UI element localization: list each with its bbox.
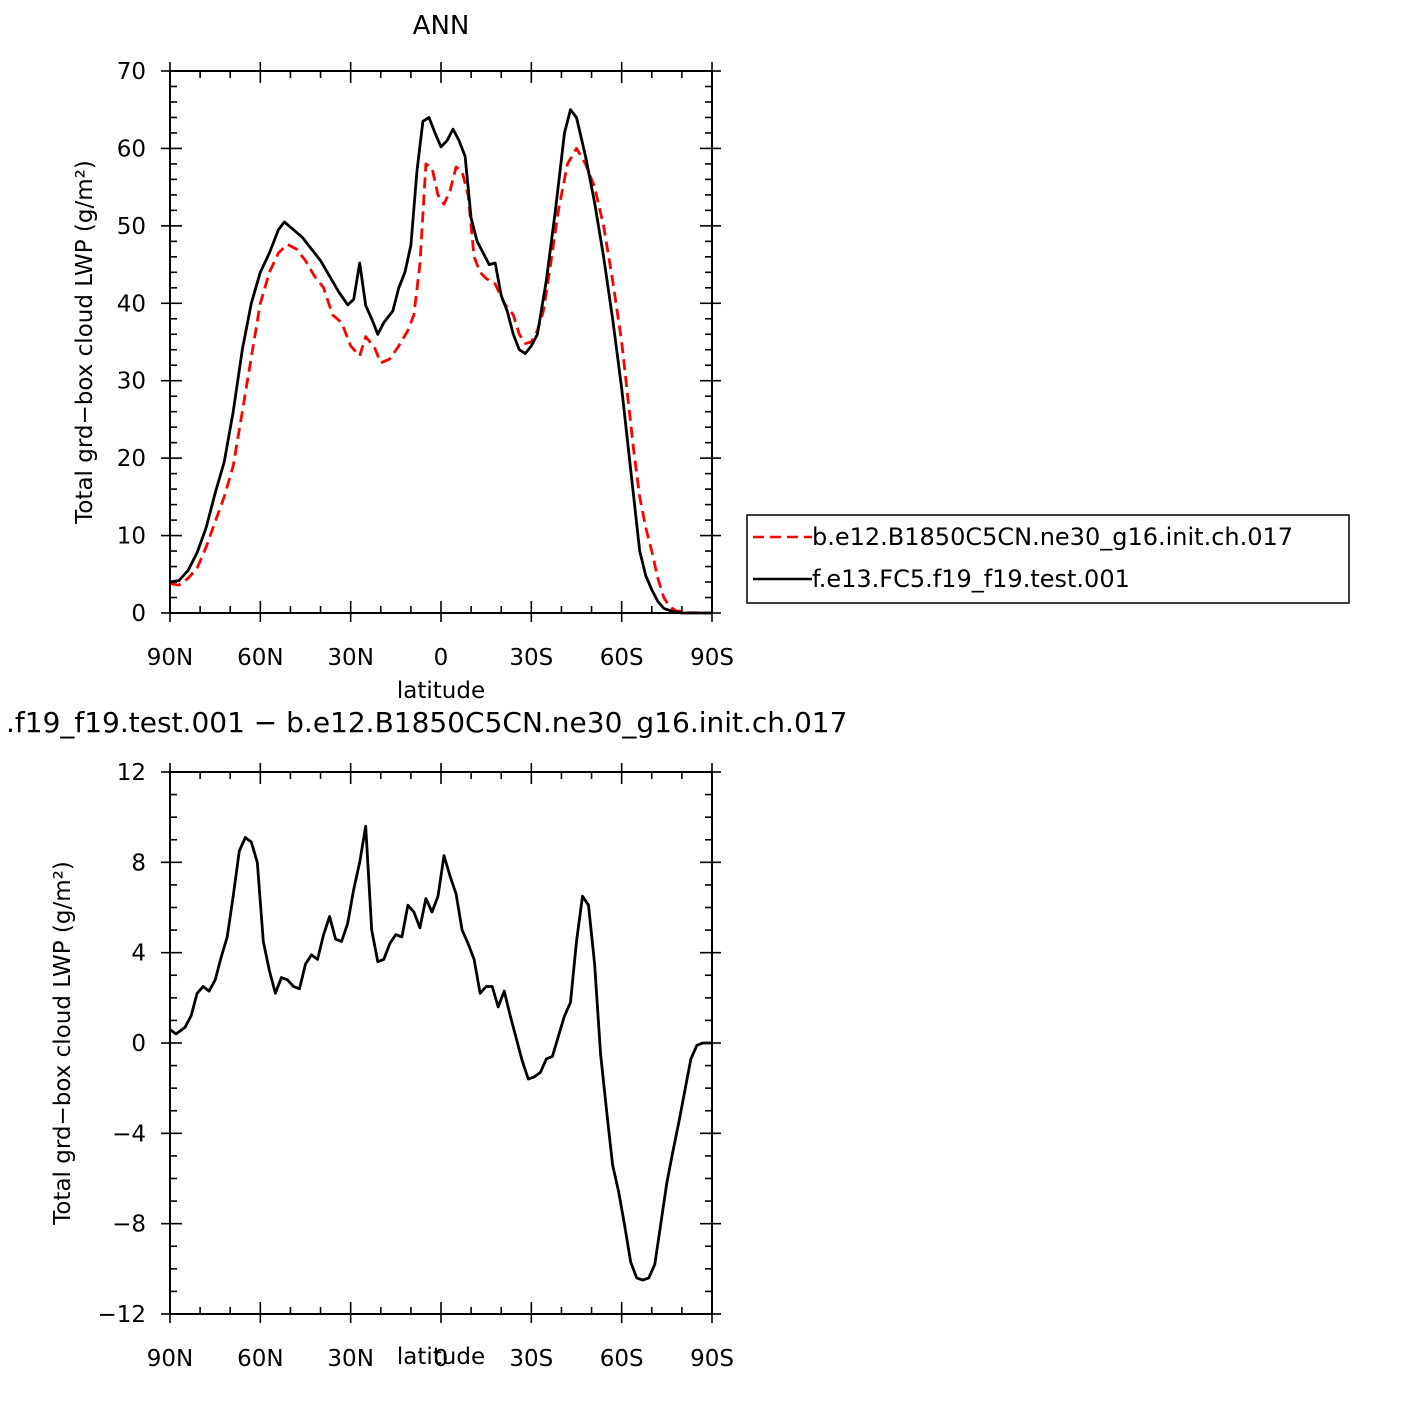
x-tick-label: 30S <box>509 645 553 671</box>
bottom-panel-series-lines <box>169 824 712 1282</box>
x-tick-label: 0 <box>434 1346 449 1372</box>
bottom-panel-title: .f19_f19.test.001 − b.e12.B1850C5CN.ne30… <box>6 706 847 739</box>
top-panel-series-lines <box>169 108 713 615</box>
bottom-panel-x-tick-labels: 90N 60N 30N 0 30S 60S 90S <box>147 1346 734 1372</box>
y-tick-label: 50 <box>117 214 146 240</box>
top-panel-xlabel: latitude <box>397 678 485 704</box>
y-tick-label: 70 <box>117 59 146 85</box>
y-tick-label: 12 <box>117 760 146 786</box>
legend-entry-series-1: b.e12.B1850C5CN.ne30_g16.init.ch.017 <box>812 523 1293 551</box>
y-tick-label: 40 <box>117 291 146 317</box>
y-tick-label: 10 <box>117 524 146 550</box>
legend-box <box>746 514 1350 604</box>
top-series-line-1 <box>169 147 713 615</box>
x-tick-label: 60N <box>237 1346 283 1372</box>
y-tick-label: −8 <box>112 1212 146 1238</box>
x-tick-label: 0 <box>434 645 449 671</box>
bottom-panel-frame <box>169 771 713 1315</box>
y-tick-label: 0 <box>131 1031 146 1057</box>
bottom-panel: .f19_f19.test.001 − b.e12.B1850C5CN.ne30… <box>6 706 847 1372</box>
bottom-series-line-1 <box>169 824 712 1282</box>
bottom-panel-xlabel: latitude <box>397 1344 485 1370</box>
y-tick-label: 20 <box>117 446 146 472</box>
x-tick-label: 60S <box>600 1346 644 1372</box>
x-tick-label: 30N <box>327 1346 373 1372</box>
y-tick-label: 4 <box>131 941 146 967</box>
top-panel-y-tick-labels: 0 10 20 30 40 50 60 70 <box>117 59 146 627</box>
top-panel-ylabel: Total grd−box cloud LWP (g/m²) <box>72 160 98 525</box>
top-series-line-2 <box>169 108 712 615</box>
x-tick-label: 90N <box>147 645 193 671</box>
y-tick-label: −4 <box>112 1121 146 1147</box>
y-tick-label: 8 <box>131 850 146 876</box>
top-panel-x-tick-labels: 90N 60N 30N 0 30S 60S 90S <box>147 645 734 671</box>
x-tick-label: 30S <box>509 1346 553 1372</box>
y-tick-label: 0 <box>131 601 146 627</box>
x-tick-label: 60N <box>237 645 283 671</box>
legend-entry-series-2: f.e13.FC5.f19_f19.test.001 <box>812 565 1130 593</box>
legend: b.e12.B1850C5CN.ne30_g16.init.ch.017 f.e… <box>746 514 1350 604</box>
bottom-panel-ticks <box>161 763 721 1323</box>
x-tick-label: 90N <box>147 1346 193 1372</box>
x-tick-label: 90S <box>690 1346 734 1372</box>
y-tick-label: 30 <box>117 369 146 395</box>
top-panel-title: ANN <box>413 11 470 41</box>
y-tick-label: 60 <box>117 136 146 162</box>
x-tick-label: 90S <box>690 645 734 671</box>
y-tick-label: −12 <box>97 1302 146 1328</box>
bottom-panel-y-tick-labels: −12 −8 −4 0 4 8 12 <box>97 760 146 1328</box>
bottom-panel-ylabel: Total grd−box cloud LWP (g/m²) <box>50 861 76 1226</box>
x-tick-label: 60S <box>600 645 644 671</box>
x-tick-label: 30N <box>327 645 373 671</box>
top-panel-frame <box>169 70 713 614</box>
